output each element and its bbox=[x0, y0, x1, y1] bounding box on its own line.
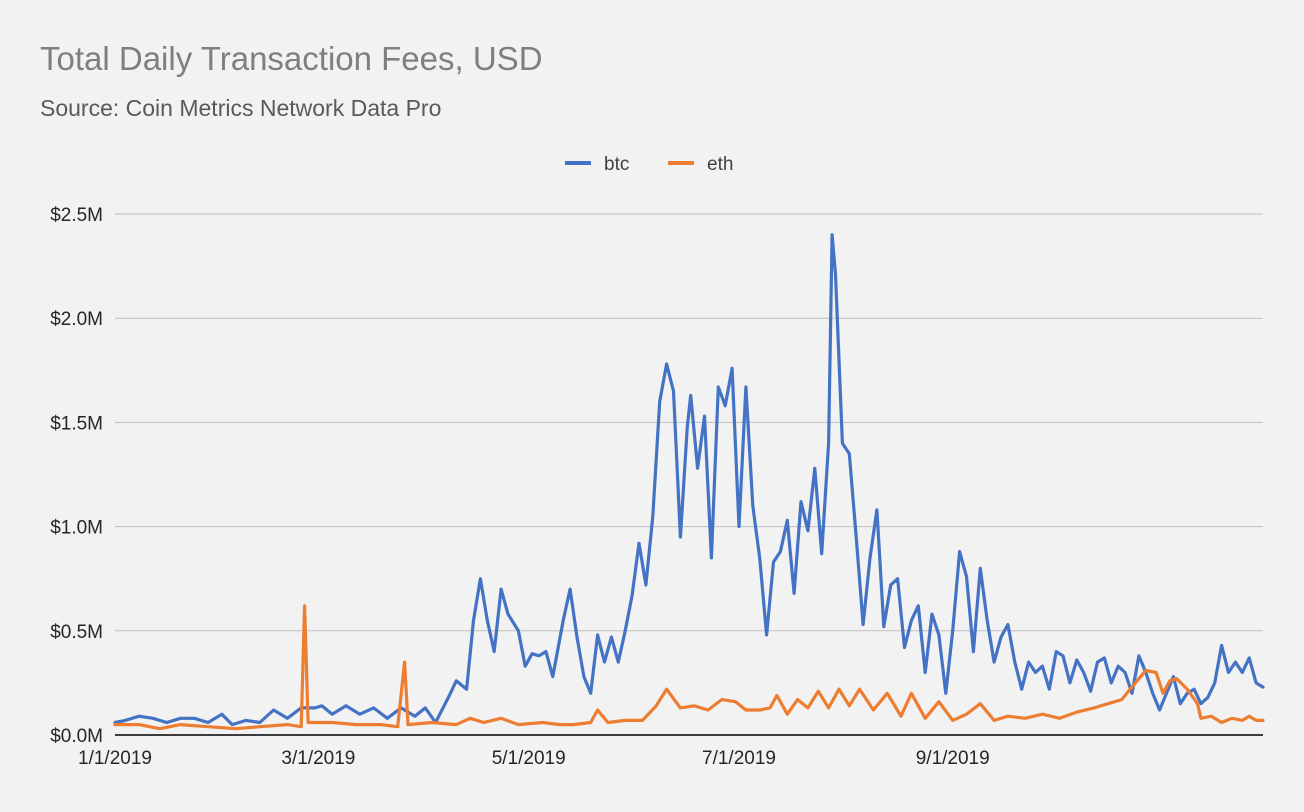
legend-label-eth: eth bbox=[707, 154, 733, 175]
y-tick-label: $0.5M bbox=[50, 622, 103, 643]
series-line-eth bbox=[113, 604, 1265, 731]
gridlines bbox=[115, 213, 1263, 632]
x-tick-label: 5/1/2019 bbox=[492, 748, 566, 769]
y-tick-label: $2.5M bbox=[50, 205, 103, 226]
x-tick-label: 9/1/2019 bbox=[916, 748, 990, 769]
y-axis: $0.0M $0.5M $1.0M $1.5M $2.0M $2.5M bbox=[50, 205, 103, 747]
series-layer bbox=[113, 233, 1265, 731]
x-tick-label: 1/1/2019 bbox=[78, 748, 152, 769]
x-tick-label: 7/1/2019 bbox=[702, 748, 776, 769]
y-tick-label: $0.0M bbox=[50, 726, 103, 747]
legend: btc eth bbox=[565, 154, 733, 175]
chart-subtitle: Source: Coin Metrics Network Data Pro bbox=[40, 95, 442, 121]
series-line-btc bbox=[113, 233, 1265, 727]
x-tick-label: 3/1/2019 bbox=[281, 748, 355, 769]
y-tick-label: $2.0M bbox=[50, 309, 103, 330]
legend-label-btc: btc bbox=[604, 154, 629, 175]
y-tick-label: $1.5M bbox=[50, 413, 103, 434]
y-tick-label: $1.0M bbox=[50, 518, 103, 539]
x-axis: 1/1/2019 3/1/2019 5/1/2019 7/1/2019 9/1/2019 bbox=[78, 734, 1263, 769]
chart-title: Total Daily Transaction Fees, USD bbox=[40, 40, 543, 77]
